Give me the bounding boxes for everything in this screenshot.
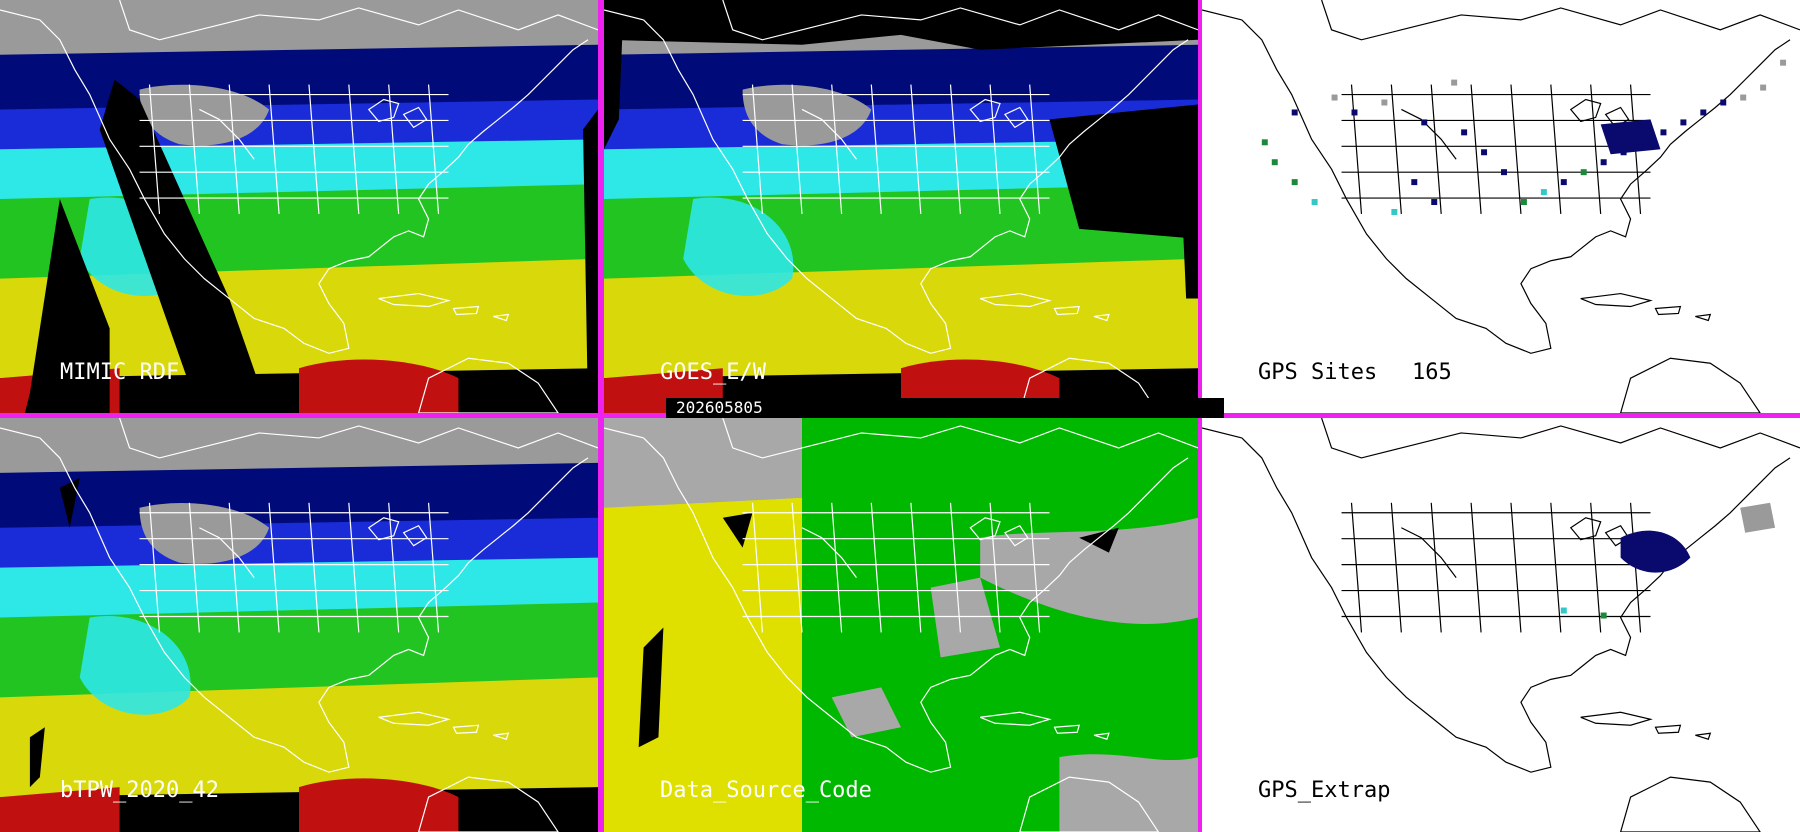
gps-site-marker (1461, 129, 1468, 136)
btpw-panel: bTPW_2020_42 (0, 418, 598, 832)
gps-site-marker (1580, 169, 1587, 176)
timestamp-bar: 202605805 (666, 398, 1224, 418)
gps-site-marker (1391, 208, 1398, 215)
gps-site-marker (1271, 159, 1278, 166)
gps-site-marker (1431, 199, 1438, 206)
btpw-map (0, 418, 598, 832)
gps-site-marker (1780, 59, 1787, 66)
gps-site-count: 165 (1412, 360, 1452, 385)
gps-site-marker (1291, 109, 1298, 116)
panel-label: GPS Sites (1258, 360, 1378, 385)
gps-site-marker (1261, 139, 1268, 146)
data-source-code-map (604, 418, 1198, 832)
goes-panel: GOES_E/W (604, 0, 1198, 413)
gps-site-marker (1760, 84, 1767, 91)
panel-label: Data_Source_Code (660, 778, 872, 803)
panel-label: GPS_Extrap (1258, 778, 1391, 803)
gps-site-marker (1540, 189, 1547, 196)
panel-label: GOES_E/W (660, 360, 766, 385)
gps-site-marker (1291, 179, 1298, 186)
gps-site-marker (1351, 109, 1358, 116)
gps-site-marker (1520, 199, 1527, 206)
gps-site-marker (1411, 179, 1418, 186)
gps-site-marker (1481, 149, 1488, 156)
gps-extrap-panel: GPS_Extrap (1202, 418, 1800, 832)
gps-sites-map (1202, 0, 1800, 413)
gps-site-marker (1381, 99, 1388, 106)
gps-site-marker (1680, 119, 1687, 126)
goes-map (604, 0, 1198, 413)
gps-site-marker (1311, 199, 1318, 206)
gps-site-marker (1501, 169, 1507, 176)
panel-label: MIMIC RDF (60, 360, 180, 385)
gps-site-marker (1740, 94, 1747, 101)
gps-site-marker (1600, 159, 1607, 166)
data-source-code-panel: Data_Source_Code (604, 418, 1198, 832)
gps-site-marker (1660, 129, 1667, 136)
gps-extrap-map (1202, 418, 1800, 832)
gps-site-marker (1720, 99, 1727, 106)
gps-site-marker (1331, 94, 1338, 101)
panel-label: bTPW_2020_42 (60, 778, 219, 803)
mimic-rdf-panel: MIMIC RDF (0, 0, 598, 413)
gps-sites-panel: GPS Sites 165 (1202, 0, 1800, 413)
gps-site-marker (1451, 79, 1458, 86)
gps-site-marker (1560, 179, 1567, 186)
gps-site-marker (1421, 119, 1428, 126)
mimic-rdf-map (0, 0, 598, 413)
gps-site-marker (1700, 109, 1707, 116)
